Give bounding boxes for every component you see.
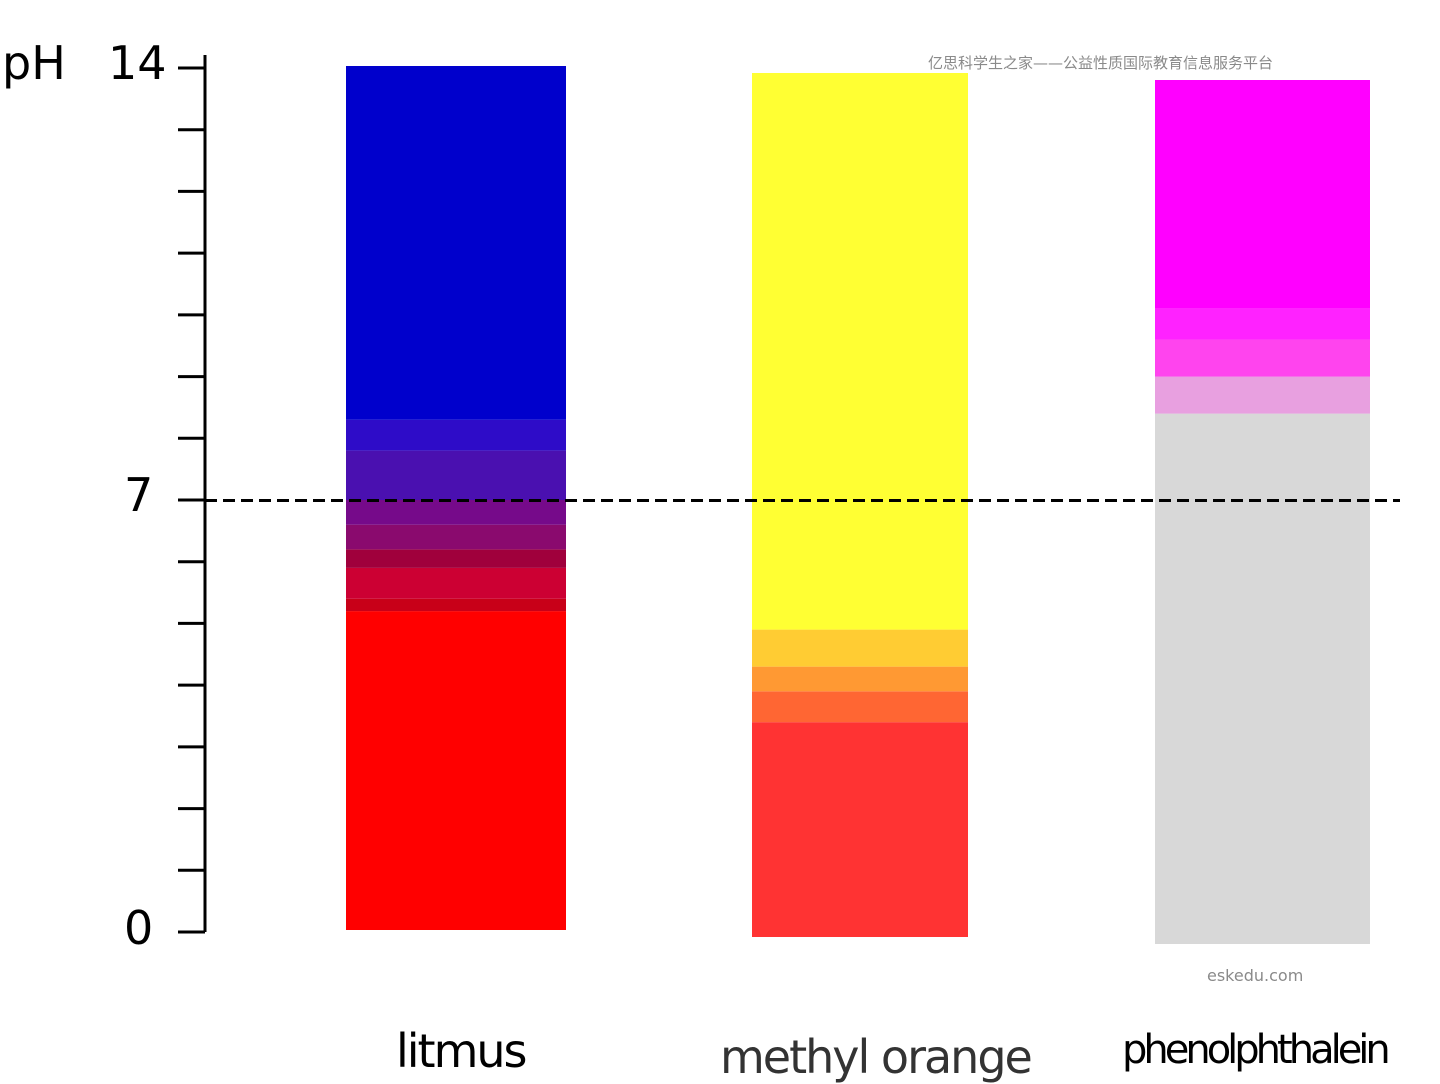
axis-min-label: 0	[124, 901, 154, 955]
color-band	[1155, 376, 1370, 414]
color-band	[752, 722, 968, 937]
indicator-strip	[346, 66, 566, 930]
color-band	[752, 691, 968, 723]
axis-max-label: 14	[108, 36, 167, 90]
color-band	[1155, 308, 1370, 340]
indicator-strips	[346, 66, 1370, 945]
y-axis-ticks	[178, 66, 205, 934]
color-band	[752, 666, 968, 692]
color-band	[346, 567, 566, 599]
watermark-top: 亿思科学生之家——公益性质国际教育信息服务平台	[928, 54, 1274, 72]
watermark-bottom: eskedu.com	[1207, 966, 1304, 985]
color-band	[346, 611, 566, 930]
color-band	[752, 73, 968, 630]
color-band	[346, 598, 566, 612]
color-band	[346, 66, 566, 420]
label-phenolphthalein: phenolphthalein	[1122, 1027, 1391, 1073]
label-methyl-orange: methyl orange	[720, 1030, 1033, 1084]
indicator-strip	[1155, 80, 1370, 945]
axis-unit-label: pH	[2, 36, 66, 90]
color-band	[346, 549, 566, 568]
color-band	[346, 450, 566, 500]
indicator-strip	[752, 73, 968, 937]
color-band	[1155, 413, 1370, 945]
color-band	[1155, 80, 1370, 309]
color-band	[346, 419, 566, 451]
color-band	[346, 524, 566, 550]
color-band	[346, 500, 566, 525]
color-band	[752, 629, 968, 667]
axis-mid-label: 7	[124, 468, 154, 522]
color-band	[1155, 339, 1370, 377]
label-litmus: litmus	[396, 1024, 528, 1078]
